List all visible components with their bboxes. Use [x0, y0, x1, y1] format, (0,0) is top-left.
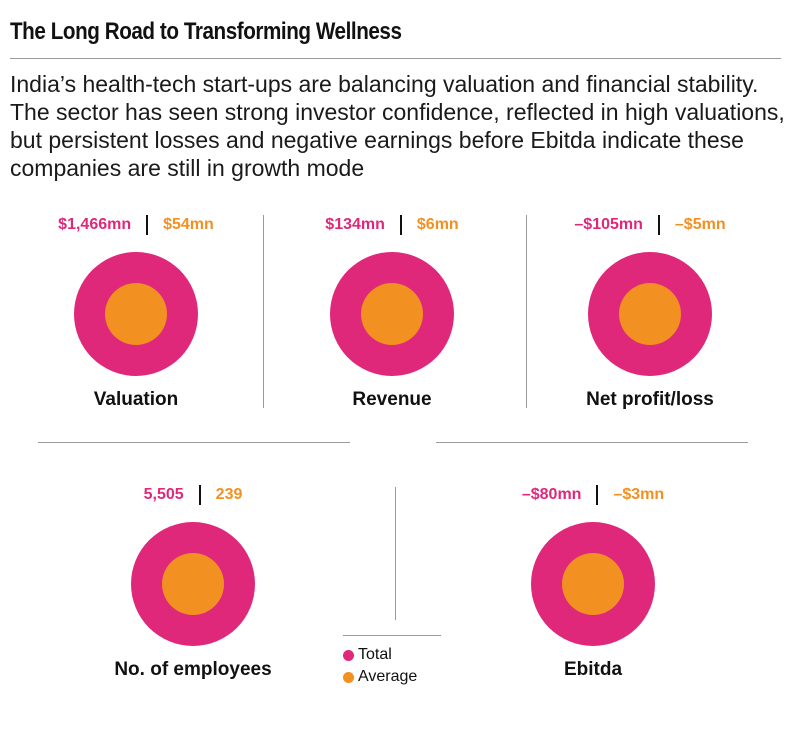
average-circle [105, 283, 167, 345]
average-circle [562, 553, 624, 615]
legend-item-average: Average [343, 666, 417, 688]
divider-vertical [263, 215, 264, 408]
legend-label-average: Average [358, 668, 418, 685]
panel-label: Valuation [93, 389, 179, 410]
panel-ebitda: –$80mn –$3mn Ebitda [463, 482, 723, 722]
panel-valuation: $1,466mn $54mn Valuation [6, 212, 266, 452]
panel-revenue: $134mn $6mn Revenue [262, 212, 522, 452]
legend: Total Average [343, 644, 417, 688]
average-value-label: $54mn [163, 216, 214, 233]
value-separator [596, 485, 599, 505]
nested-circle-employees [131, 522, 255, 646]
total-value-label: –$80mn [521, 486, 582, 503]
panel-label: No. of employees [114, 659, 272, 680]
nested-circle-net-profit-loss [588, 252, 712, 376]
panel-net-profit-loss: –$105mn –$5mn Net profit/loss [520, 212, 780, 452]
chart-subtitle: India’s health-tech start-ups are balanc… [10, 71, 785, 181]
total-value-label: 5,505 [143, 486, 184, 503]
average-circle [162, 553, 224, 615]
total-value-label: $1,466mn [58, 216, 132, 233]
average-value-label: –$5mn [674, 216, 726, 233]
nested-circle-ebitda [531, 522, 655, 646]
average-value-label: $6mn [416, 216, 459, 233]
divider-vertical [395, 487, 396, 620]
chart-title: The Long Road to Transforming Wellness [10, 18, 402, 45]
legend-dot-total [343, 649, 354, 661]
total-value-label: $134mn [325, 216, 385, 233]
value-separator [146, 215, 149, 235]
panel-label: Net profit/loss [586, 389, 714, 410]
divider-horizontal [38, 442, 350, 443]
nested-circle-revenue [330, 252, 454, 376]
legend-label-total: Total [358, 646, 392, 663]
divider-horizontal [436, 442, 748, 443]
nested-circle-valuation [74, 252, 198, 376]
title-divider [10, 58, 781, 59]
total-value-label: –$105mn [574, 216, 643, 233]
legend-dot-average [343, 671, 354, 683]
average-circle [361, 283, 423, 345]
value-separator [657, 215, 660, 235]
panel-label: Ebitda [563, 659, 623, 680]
legend-divider [343, 635, 441, 636]
panel-label: Revenue [352, 389, 432, 410]
average-value-label: 239 [215, 486, 243, 503]
average-circle [619, 283, 681, 345]
panel-employees: 5,505 239 No. of employees [63, 482, 323, 722]
value-separator [198, 485, 201, 505]
legend-item-total: Total [343, 644, 417, 666]
average-value-label: –$3mn [613, 486, 665, 503]
divider-vertical [526, 215, 527, 408]
value-separator [399, 215, 402, 235]
